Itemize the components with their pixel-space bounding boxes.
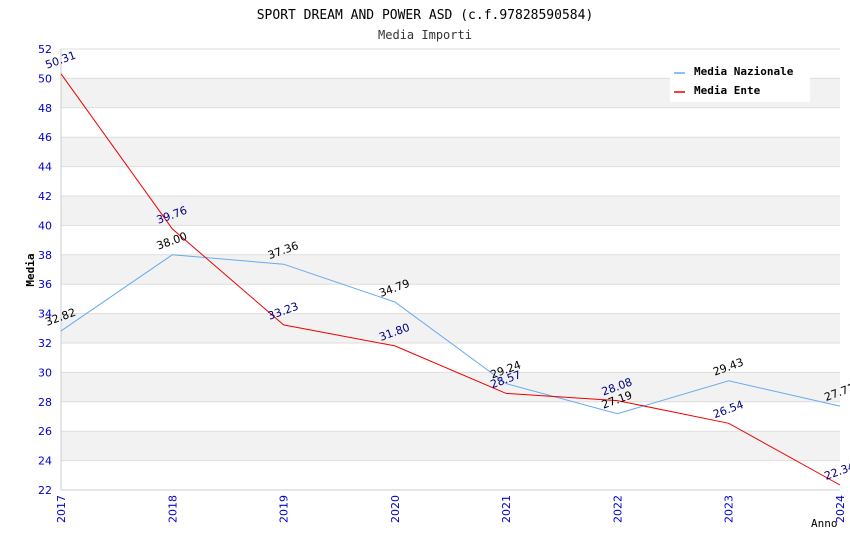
y-axis-ticks: 22 24 26 28 30 32 34 36 38 40 42 44 46 48 50 52	[38, 43, 52, 497]
x-axis-label: Anno	[811, 517, 838, 530]
y-tick-label: 34	[38, 308, 52, 321]
series-line-media-ente	[60, 73, 841, 486]
grid-band	[61, 284, 840, 314]
y-tick-label: 36	[38, 278, 52, 291]
grid-band	[61, 431, 840, 461]
series-lines	[60, 73, 841, 486]
y-tick-label: 22	[38, 484, 52, 497]
legend-box	[670, 60, 810, 102]
x-tick-label: 2017	[55, 495, 68, 523]
grid-band	[61, 343, 840, 373]
x-tick-label: 2020	[389, 495, 402, 523]
x-tick-label: 2024	[834, 495, 847, 523]
x-tick-label: 2022	[611, 495, 624, 523]
y-tick-label: 40	[38, 219, 52, 232]
grid-band	[61, 107, 840, 138]
y-tick-label: 32	[38, 337, 52, 350]
y-tick-label: 50	[38, 72, 52, 85]
legend-label-media-nazionale: Media Nazionale	[694, 65, 794, 78]
grid-band	[61, 196, 840, 226]
y-axis-label: Media	[24, 253, 37, 286]
x-tick-label: 2023	[723, 495, 736, 523]
grid-band	[61, 137, 840, 167]
chart-title: SPORT DREAM AND POWER ASD (c.f.978285905…	[257, 8, 594, 23]
y-tick-label: 42	[38, 190, 52, 203]
x-tick-label: 2021	[500, 495, 513, 523]
grid-band	[61, 225, 840, 255]
grid-band	[61, 254, 840, 285]
grid-bands	[60, 48, 840, 491]
y-tick-label: 48	[38, 102, 52, 115]
y-tick-label: 52	[38, 43, 52, 56]
grid-band	[61, 313, 840, 343]
series-line-media-nazionale	[60, 254, 841, 415]
legend-label-media-ente: Media Ente	[694, 84, 761, 97]
grid-band	[61, 401, 840, 432]
legend: Media Nazionale Media Ente	[670, 60, 810, 102]
y-tick-label: 44	[38, 161, 52, 174]
chart-subtitle: Media Importi	[378, 28, 472, 42]
x-axis-ticks: 2017 2018 2019 2020 2021 2022 2023 2024	[55, 495, 847, 523]
y-tick-label: 46	[38, 131, 52, 144]
x-tick-label: 2018	[166, 495, 179, 523]
x-tick-label: 2019	[278, 495, 291, 523]
y-tick-label: 38	[38, 249, 52, 262]
y-tick-label: 30	[38, 366, 52, 379]
y-tick-label: 24	[38, 455, 52, 468]
grid-band	[61, 460, 840, 490]
grid-band	[61, 166, 840, 196]
y-tick-label: 26	[38, 425, 52, 438]
y-tick-label: 28	[38, 396, 52, 409]
grid-band	[61, 372, 840, 402]
